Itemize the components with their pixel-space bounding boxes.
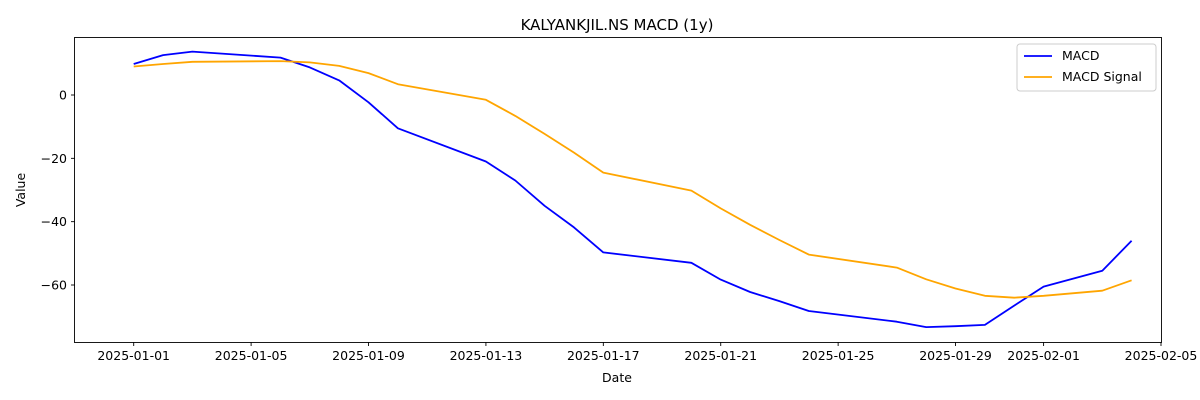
plot-frame — [74, 37, 1162, 343]
x-tick-label: 2025-01-01 — [97, 348, 170, 363]
chart-title: KALYANKJIL.NS MACD (1y) — [521, 16, 714, 34]
x-tick-label: 2025-01-25 — [802, 348, 875, 363]
plot-area — [133, 50, 1133, 329]
x-tick-label: 2025-01-09 — [332, 348, 405, 363]
x-tick-label: 2025-01-29 — [919, 348, 992, 363]
x-tick-label: 2025-02-05 — [1125, 348, 1198, 363]
series-line-macd — [133, 50, 1133, 329]
y-tick-label: 0 — [59, 88, 67, 103]
x-axis: 2025-01-01 2025-01-05 2025-01-09 2025-01-13… — [97, 342, 1197, 363]
series-line-macd-signal — [133, 60, 1132, 299]
x-tick-label: 2025-02-01 — [1007, 348, 1080, 363]
legend-label-macd: MACD — [1062, 48, 1099, 63]
x-tick-label: 2025-01-13 — [450, 348, 523, 363]
x-axis-label: Date — [602, 370, 632, 385]
x-tick-label: 2025-01-21 — [684, 348, 757, 363]
x-tick-label: 2025-01-05 — [215, 348, 288, 363]
y-axis: 0 −20 −40 −60 — [41, 88, 75, 293]
legend-label-macd-signal: MACD Signal — [1062, 69, 1142, 84]
y-tick-label: −40 — [41, 214, 67, 229]
x-tick-label: 2025-01-17 — [567, 348, 640, 363]
legend: MACD MACD Signal — [1016, 43, 1157, 92]
y-tick-label: −60 — [41, 278, 67, 293]
y-axis-label: Value — [13, 173, 28, 208]
y-tick-label: −20 — [41, 151, 67, 166]
